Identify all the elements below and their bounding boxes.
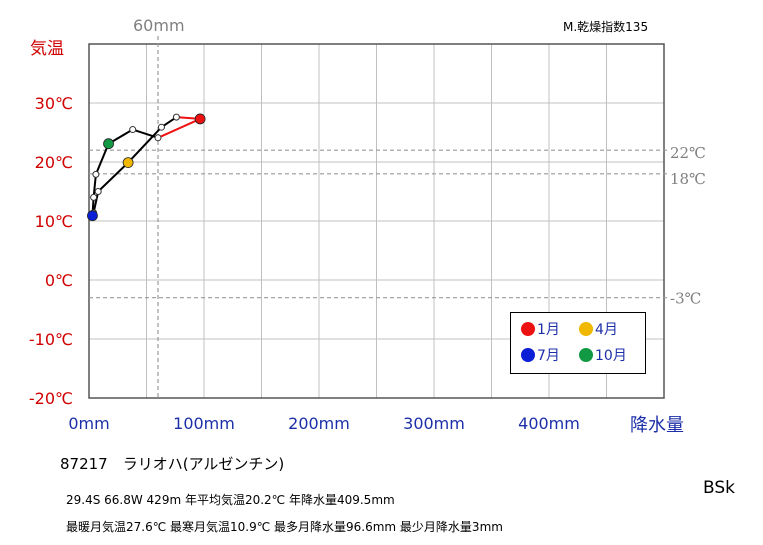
y-tick-label: -20℃ [29, 389, 73, 408]
reference-precip-label: 60mm [133, 16, 185, 35]
legend-jul-label: 7月 [537, 348, 560, 364]
data-point [172, 113, 180, 121]
data-point-highlight [87, 210, 98, 222]
data-point [129, 126, 137, 134]
legend-jan-marker [521, 322, 535, 336]
legend-oct-label: 10月 [595, 348, 627, 364]
y-axis-title: 気温 [30, 39, 64, 59]
y-tick-label: 0℃ [45, 271, 73, 290]
legend-item-apr: 4月 [579, 319, 618, 339]
legend-jan-label: 1月 [537, 322, 560, 338]
x-tick-label: 200mm [288, 414, 350, 433]
series-segment [92, 174, 97, 198]
reference-line-label: 22℃ [670, 144, 706, 162]
climate-code: BSk [703, 478, 735, 498]
data-point [154, 134, 162, 142]
legend-item-oct: 10月 [579, 345, 627, 365]
data-point [92, 170, 100, 178]
data-point [157, 123, 165, 131]
series-segment [92, 191, 100, 213]
data-point-highlight [122, 157, 134, 168]
x-tick-label: 400mm [518, 414, 580, 433]
x-tick-label: 300mm [403, 414, 465, 433]
station-info-line1: 29.4S 66.8W 429m 年平均気温20.2℃ 年降水量409.5mm [66, 493, 395, 507]
legend-apr-marker [579, 322, 593, 336]
dryness-index: M.乾燥指数135 [563, 20, 649, 34]
data-point [90, 193, 98, 201]
data-point-highlight [194, 113, 206, 125]
x-tick-label: 0mm [68, 414, 109, 433]
x-axis-title: 降水量 [630, 415, 684, 436]
data-point-highlight [103, 138, 114, 150]
legend-apr-label: 4月 [595, 322, 618, 338]
plot-frame [88, 43, 665, 399]
series-segment [132, 128, 159, 139]
y-tick-label: 30℃ [35, 94, 73, 113]
legend-oct-marker [579, 348, 593, 362]
y-tick-label: -10℃ [29, 330, 73, 349]
station-info-line2: 最暖月気温27.6℃ 最寒月気温10.9℃ 最多月降水量96.6mm 最少月降水… [66, 520, 503, 534]
series-segment [127, 126, 163, 164]
series-segment [157, 118, 201, 139]
y-tick-label: 20℃ [35, 153, 73, 172]
legend-jul-marker [521, 348, 535, 362]
data-point [94, 188, 102, 195]
reference-line-label: 18℃ [670, 170, 706, 188]
reference-line-label: -3℃ [670, 290, 701, 308]
x-tick-label: 100mm [173, 414, 235, 433]
legend-item-jan: 1月 [521, 319, 560, 339]
y-tick-label: 10℃ [35, 212, 73, 231]
series-segment [97, 161, 129, 193]
legend-item-jul: 7月 [521, 345, 560, 365]
legend: 1月 4月 7月 10月 [510, 312, 646, 374]
series-segment [94, 143, 110, 175]
station-name: 87217 ラリオハ(アルゼンチン) [60, 455, 285, 473]
